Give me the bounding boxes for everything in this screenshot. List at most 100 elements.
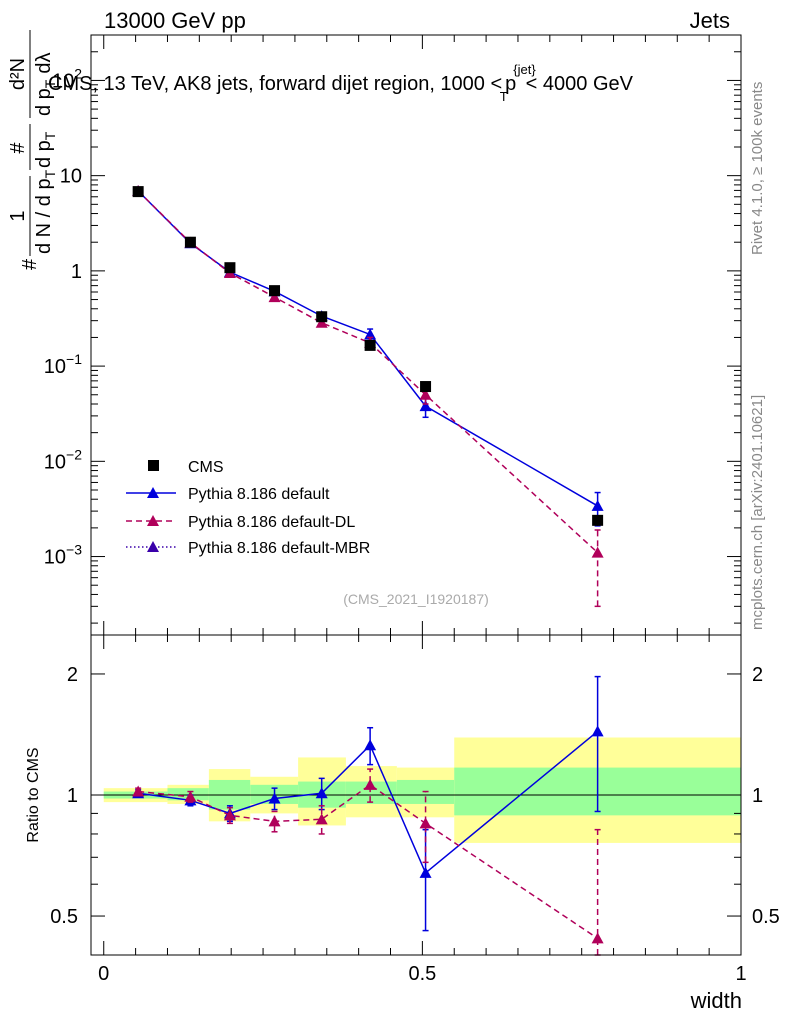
- main-ytick-label: 10−2: [44, 446, 82, 473]
- chart-title-p: p: [505, 73, 516, 95]
- ylabel-frac2-den: d pT: [33, 131, 58, 168]
- ratio-series-line-1: [138, 783, 599, 939]
- main-data-point-4: [316, 311, 328, 323]
- chart-title: CMS, 13 TeV, AK8 jets, forward dijet reg…: [48, 62, 634, 104]
- ylabel-frac1-den-main: d N / d p: [33, 178, 55, 254]
- main-data-point-3: [269, 285, 281, 297]
- ylabel-frac3-num: d²N: [7, 58, 29, 90]
- ratio-ytick-label-right: 2: [752, 664, 763, 686]
- ratio-marker-1-0: [132, 785, 145, 797]
- main-marker-2-4: [315, 316, 328, 328]
- ylabel-frac3-den-tail: dλ: [33, 53, 55, 74]
- chart-title-prefix: CMS, 13 TeV, AK8 jets, forward dijet reg…: [48, 73, 502, 95]
- ylabel-lead-hash: #: [19, 258, 41, 270]
- ylabel-frac1-den-sub: T: [42, 169, 58, 178]
- ylabel-frac3-den-main: d p: [33, 88, 55, 116]
- ratio-marker-1-3: [268, 815, 281, 827]
- ylabel-frac2-den-sub: T: [42, 131, 58, 140]
- ratio-marker-1-2: [223, 809, 236, 821]
- main-data-point-2: [224, 262, 236, 274]
- ratio-marker-0-5: [364, 739, 377, 751]
- chart-title-sub: T: [500, 89, 508, 104]
- ratio-marker-0-7: [591, 725, 604, 737]
- legend-marker-cms: [148, 460, 159, 471]
- ratio-marker-1-6: [419, 817, 432, 829]
- ratio-marker-1-5: [364, 778, 377, 790]
- ylabel-frac1-den: d N / d pT: [33, 169, 58, 254]
- chart-title-sup: {jet}: [513, 62, 536, 77]
- ylabel-frac2-den-main: d p: [33, 140, 55, 168]
- main-ytick-label-exp: −1: [66, 351, 82, 367]
- ratio-ytick-label-left: 2: [67, 664, 78, 686]
- legend-label-default-dl: Pythia 8.186 default-DL: [188, 514, 355, 531]
- ratio-marker-0-3: [268, 792, 281, 804]
- ratio-xtick-labels: 0 0.5 1: [98, 963, 746, 985]
- ylabel-frac3-den: d pTdλ: [33, 53, 58, 117]
- main-data-point-7: [592, 514, 604, 526]
- ratio-ytick-label-right: 0.5: [752, 906, 780, 928]
- header-left-label: 13000 GeV pp: [104, 8, 246, 33]
- ratio-ytick-label-left: 1: [67, 785, 78, 807]
- ratio-xtick-label: 1: [735, 963, 746, 985]
- ratio-y-axis-label: Ratio to CMS: [25, 747, 42, 842]
- ratio-marker-0-6: [419, 866, 432, 878]
- main-ticks: [91, 34, 742, 635]
- legend-label-default: Pythia 8.186 default: [188, 486, 330, 503]
- main-ytick-label-exp: 2: [74, 65, 82, 81]
- main-ytick-label: 1: [71, 261, 82, 283]
- main-marker-1-7: [591, 499, 604, 511]
- legend-label-cms: CMS: [188, 459, 224, 476]
- main-ytick-label: 10−1: [44, 351, 82, 378]
- main-y-axis-label: # 1 d N / d pT # d pT d²N d pTdλ: [7, 30, 58, 270]
- main-ytick-label-base: 10: [44, 451, 66, 473]
- x-axis-label: width: [690, 988, 742, 1013]
- ratio-band-inner-1: [167, 788, 209, 801]
- main-marker-2-6: [419, 388, 432, 400]
- analysis-watermark: (CMS_2021_I1920187): [343, 591, 489, 607]
- ratio-marker-1-1: [184, 790, 197, 802]
- ratio-band-inner-5: [345, 781, 397, 804]
- main-series-line-2: [137, 190, 599, 554]
- main-data-point-1: [184, 236, 196, 248]
- side-label-rivet: Rivet 4.1.0, ≥ 100k events: [749, 82, 766, 255]
- ratio-panel: 0.5 0.51 12 2 0 0.5 1 Ratio to CMS width: [25, 634, 780, 1013]
- ratio-series-layer: [132, 675, 604, 956]
- ratio-ytick-labels: 0.5 0.5 1 1 2 2: [50, 664, 780, 928]
- header-right-label: Jets: [690, 8, 730, 33]
- ratio-marker-1-4: [315, 813, 328, 825]
- legend-marker-default-mbr: [147, 541, 159, 552]
- legend: CMS Pythia 8.186 default Pythia 8.186 de…: [126, 459, 370, 557]
- ratio-ticks: [91, 635, 742, 956]
- legend-label-default-mbr: Pythia 8.186 default-MBR: [188, 540, 370, 557]
- ratio-frame: [90, 634, 742, 956]
- main-ytick-label-base: 10: [52, 70, 74, 92]
- ratio-series-line-0: [138, 730, 599, 875]
- main-ytick-label: 10: [60, 166, 82, 188]
- legend-marker-default-dl: [147, 515, 159, 526]
- main-ytick-label-base: 10: [60, 166, 82, 188]
- ratio-ytick-label-left: 0.5: [50, 906, 78, 928]
- main-series-layer: [132, 185, 604, 608]
- main-marker-2-3: [268, 291, 281, 303]
- ratio-marker-1-7: [591, 932, 604, 944]
- main-ytick-label-base: 10: [44, 547, 66, 569]
- main-marker-2-7: [591, 546, 604, 558]
- main-marker-1-6: [419, 400, 432, 412]
- legend-marker-default: [147, 487, 159, 498]
- main-data-point-0: [132, 186, 144, 198]
- ratio-ytick-label-right: 1: [752, 785, 763, 807]
- side-label-mcplots: mcplots.cern.ch [arXiv:2401.10621]: [749, 395, 766, 630]
- main-ytick-label-base: 10: [44, 356, 66, 378]
- main-ytick-label-exp: −3: [66, 542, 82, 558]
- ratio-xtick-label: 0: [98, 963, 109, 985]
- main-data-point-5: [364, 339, 376, 351]
- ratio-xtick-label: 0.5: [408, 963, 436, 985]
- main-ytick-label: 10−3: [44, 542, 82, 569]
- main-data-point-6: [420, 381, 432, 393]
- main-ytick-label: 102: [52, 65, 82, 92]
- main-ytick-label-exp: −2: [66, 446, 82, 462]
- main-ytick-label-base: 1: [71, 261, 82, 283]
